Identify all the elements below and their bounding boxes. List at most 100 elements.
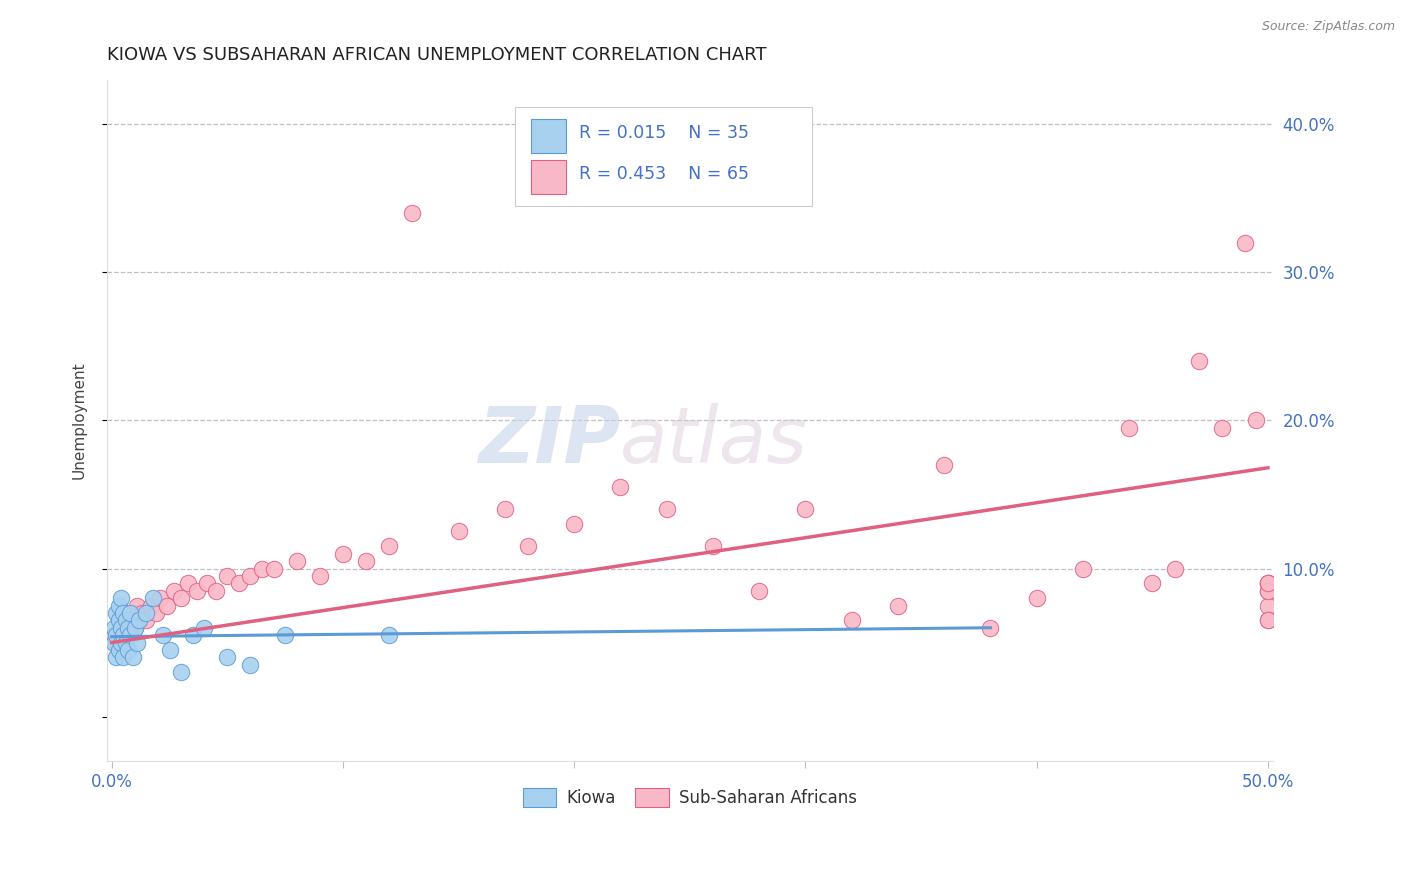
- Point: [163, 583, 186, 598]
- Point: [204, 583, 226, 598]
- Point: [120, 606, 142, 620]
- Point: [152, 628, 174, 642]
- Point: [979, 621, 1001, 635]
- Point: [1257, 576, 1279, 591]
- Point: [1257, 576, 1279, 591]
- Legend: Kiowa, Sub-Saharan Africans: Kiowa, Sub-Saharan Africans: [516, 781, 863, 814]
- Point: [1071, 561, 1094, 575]
- Point: [1257, 583, 1279, 598]
- Point: [1257, 583, 1279, 598]
- Point: [124, 621, 146, 635]
- Point: [748, 583, 770, 598]
- Point: [120, 628, 142, 642]
- Point: [170, 665, 193, 680]
- Text: R = 0.015    N = 35: R = 0.015 N = 35: [579, 125, 749, 143]
- Point: [193, 621, 215, 635]
- Point: [107, 613, 129, 627]
- Point: [217, 650, 239, 665]
- Point: [195, 576, 218, 591]
- Point: [103, 628, 125, 642]
- Point: [217, 569, 239, 583]
- Point: [121, 606, 143, 620]
- Y-axis label: Unemployment: Unemployment: [72, 361, 86, 479]
- Point: [934, 458, 956, 472]
- Point: [135, 613, 157, 627]
- Point: [127, 599, 149, 613]
- Point: [308, 569, 330, 583]
- Text: KIOWA VS SUBSAHARAN AFRICAN UNEMPLOYMENT CORRELATION CHART: KIOWA VS SUBSAHARAN AFRICAN UNEMPLOYMENT…: [107, 46, 766, 64]
- Point: [354, 554, 377, 568]
- Point: [112, 606, 135, 620]
- Point: [159, 643, 181, 657]
- Point: [105, 650, 128, 665]
- Point: [114, 613, 136, 627]
- Point: [794, 502, 817, 516]
- Point: [110, 621, 132, 635]
- Point: [1025, 591, 1047, 606]
- Point: [103, 635, 125, 649]
- Point: [494, 502, 516, 516]
- Point: [139, 599, 162, 613]
- Point: [117, 621, 139, 635]
- Point: [1257, 576, 1279, 591]
- Point: [263, 561, 285, 575]
- Point: [110, 635, 132, 649]
- Point: [285, 554, 308, 568]
- Point: [841, 613, 863, 627]
- Point: [131, 606, 153, 620]
- Point: [274, 628, 297, 642]
- Point: [124, 621, 146, 635]
- Point: [156, 599, 179, 613]
- Point: [103, 621, 125, 635]
- Text: ZIP: ZIP: [478, 403, 620, 479]
- Point: [655, 502, 678, 516]
- Point: [112, 650, 135, 665]
- FancyBboxPatch shape: [531, 120, 567, 153]
- Point: [401, 206, 423, 220]
- Point: [1233, 235, 1256, 250]
- Point: [1257, 613, 1279, 627]
- Point: [1211, 421, 1233, 435]
- Point: [228, 576, 250, 591]
- Point: [170, 591, 193, 606]
- Point: [114, 635, 136, 649]
- Point: [107, 613, 129, 627]
- Point: [110, 591, 132, 606]
- Point: [1246, 413, 1268, 427]
- Point: [702, 539, 724, 553]
- Point: [516, 539, 538, 553]
- Point: [127, 635, 149, 649]
- Point: [250, 561, 273, 575]
- Point: [112, 628, 135, 642]
- Point: [110, 621, 132, 635]
- Point: [378, 628, 401, 642]
- Point: [181, 628, 204, 642]
- Point: [239, 569, 262, 583]
- FancyBboxPatch shape: [531, 160, 567, 194]
- Point: [1257, 599, 1279, 613]
- Point: [447, 524, 470, 539]
- Point: [1257, 613, 1279, 627]
- Point: [128, 613, 150, 627]
- Point: [562, 517, 585, 532]
- Point: [128, 613, 150, 627]
- Point: [142, 591, 165, 606]
- Text: atlas: atlas: [620, 403, 808, 479]
- Point: [105, 635, 128, 649]
- Point: [107, 599, 129, 613]
- Point: [1187, 354, 1209, 368]
- Text: R = 0.453    N = 65: R = 0.453 N = 65: [579, 165, 749, 184]
- Point: [1118, 421, 1140, 435]
- Point: [117, 613, 139, 627]
- Point: [378, 539, 401, 553]
- Point: [1142, 576, 1164, 591]
- Point: [239, 657, 262, 672]
- Point: [114, 628, 136, 642]
- Point: [887, 599, 910, 613]
- Point: [121, 650, 143, 665]
- Point: [177, 576, 200, 591]
- Point: [609, 480, 631, 494]
- Point: [105, 606, 128, 620]
- Point: [186, 583, 208, 598]
- Text: Source: ZipAtlas.com: Source: ZipAtlas.com: [1261, 20, 1395, 33]
